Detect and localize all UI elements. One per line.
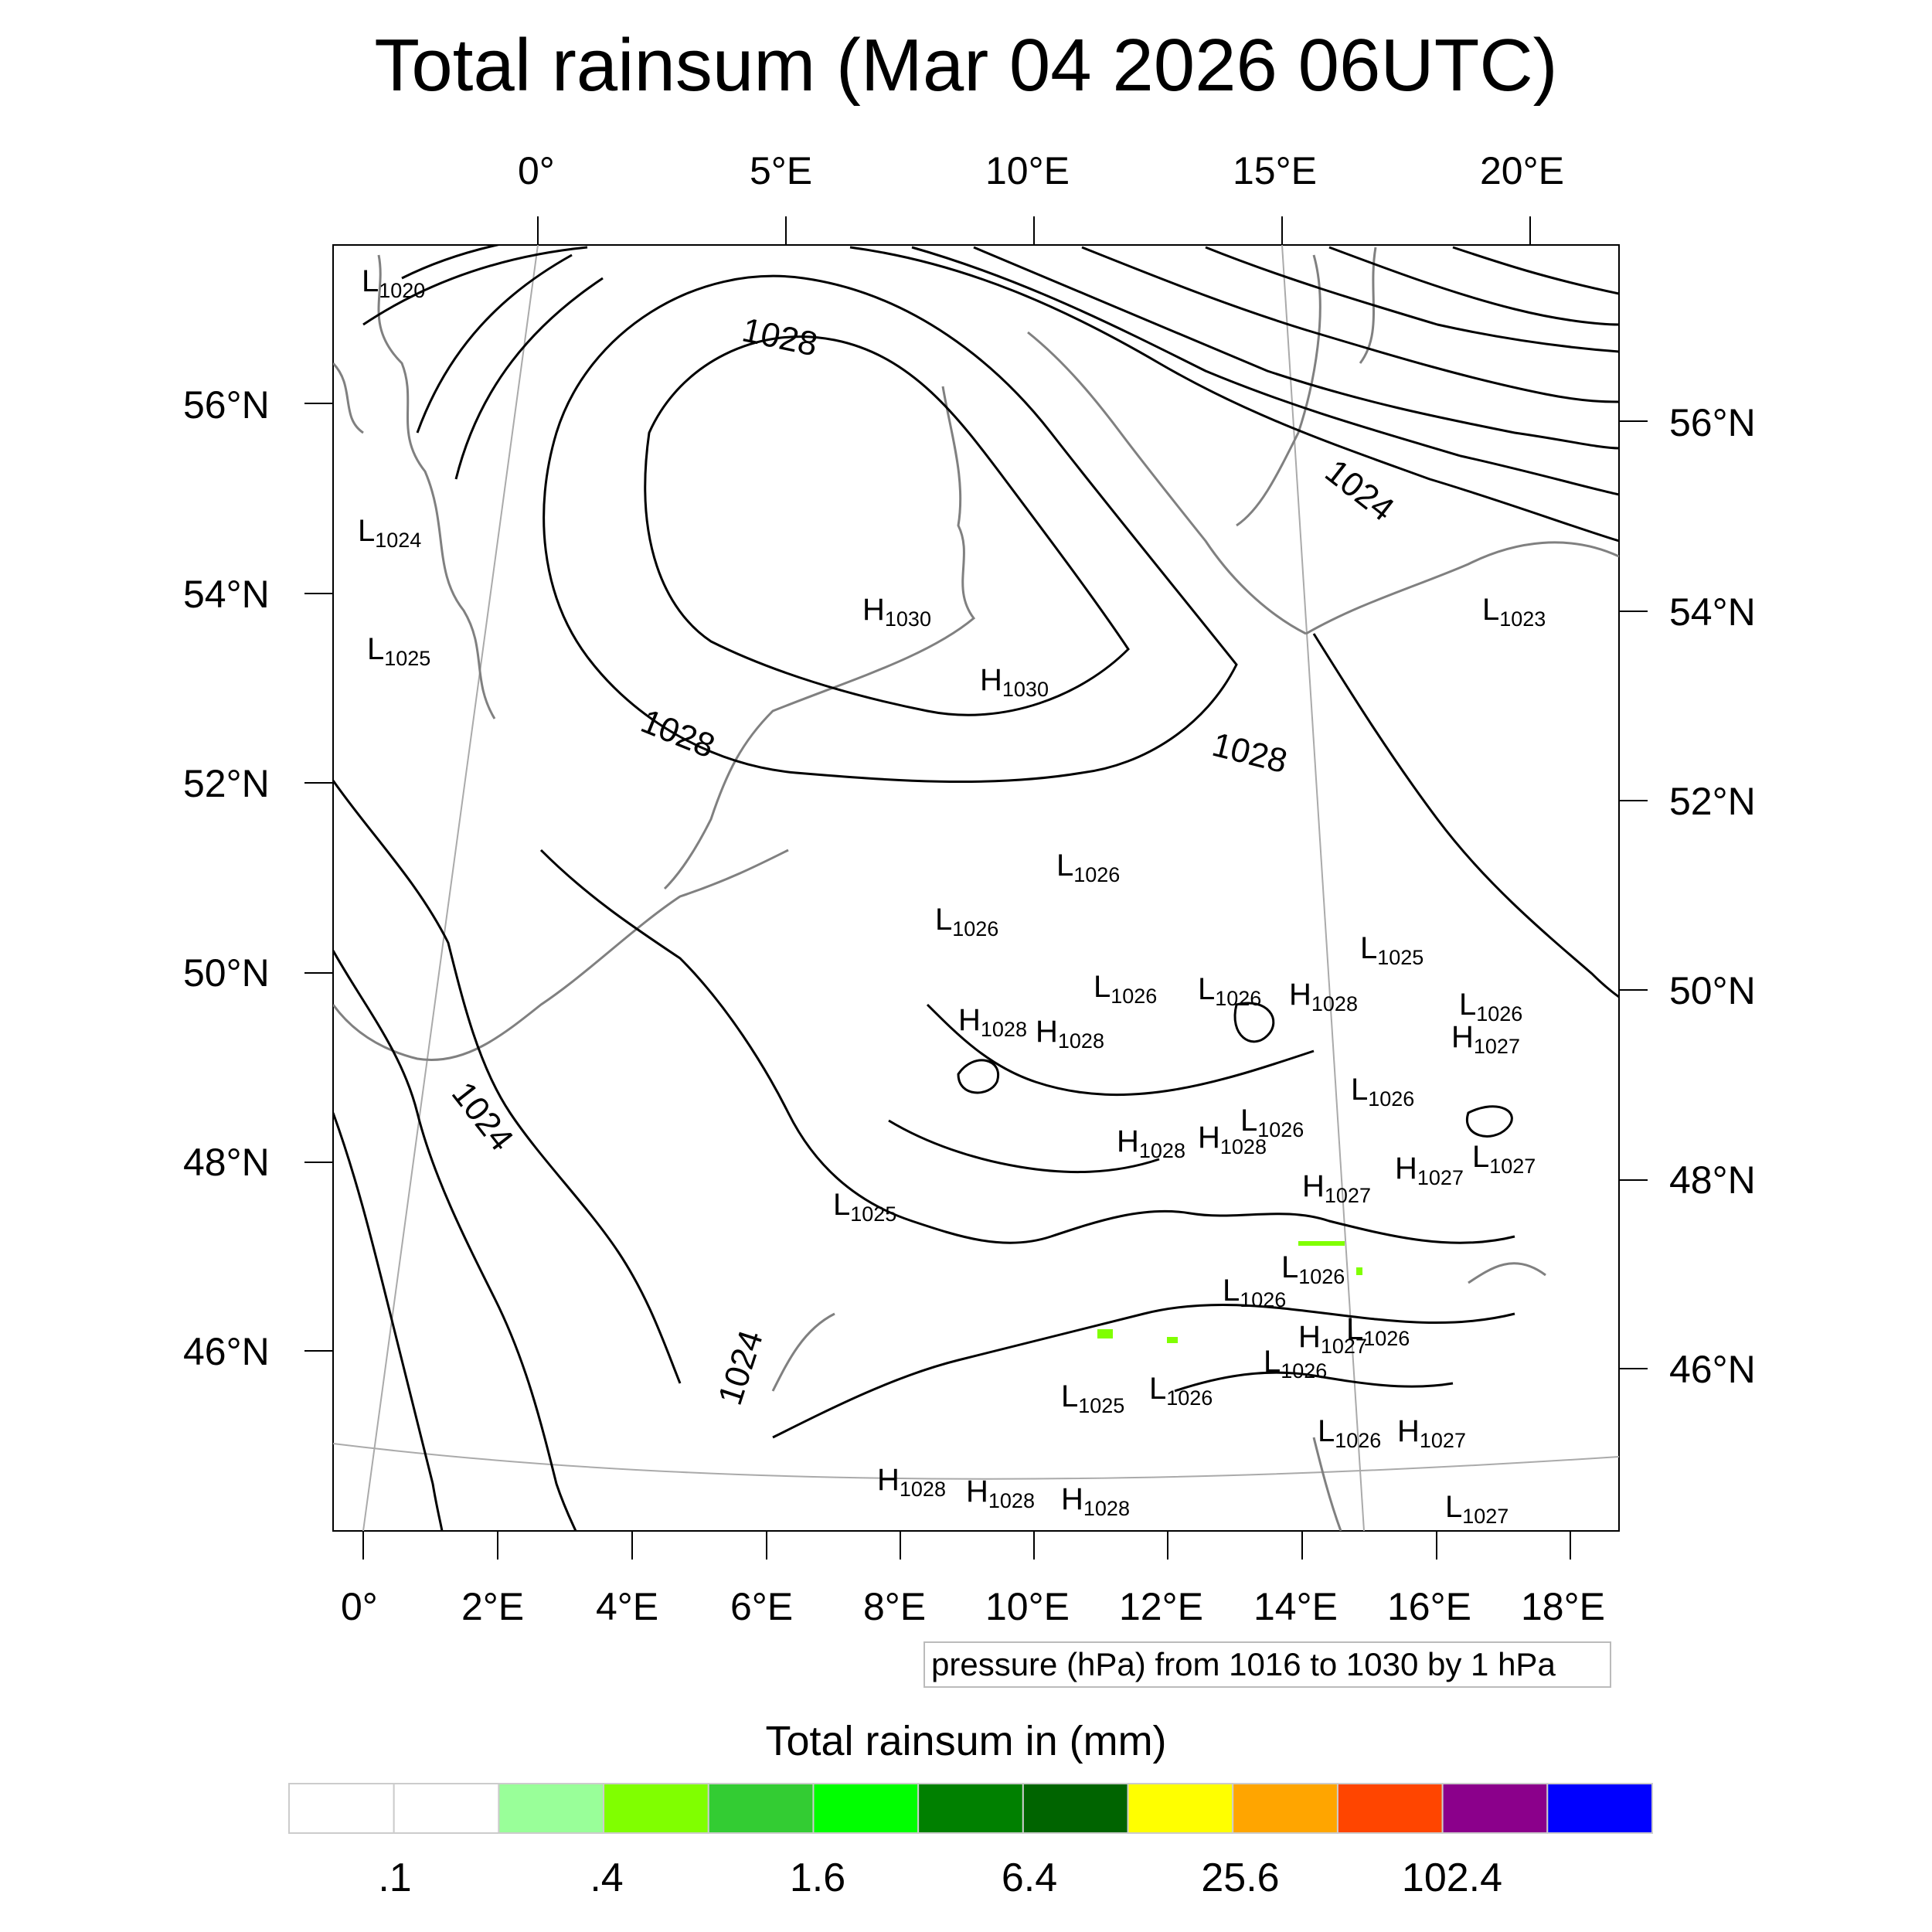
colorbar-swatch: [1441, 1783, 1549, 1834]
top-lon-label: 5°E: [750, 149, 813, 192]
pressure-center: L1027: [1472, 1140, 1536, 1178]
left-lat-label: 54°N: [183, 573, 270, 616]
right-lat-label: 46°N: [1669, 1348, 1756, 1391]
pressure-center: L1026: [1198, 972, 1262, 1010]
bottom-lon-label: 14°E: [1253, 1585, 1338, 1628]
colorbar-swatch: [917, 1783, 1024, 1834]
colorbar-swatch: [1232, 1783, 1338, 1834]
pressure-center: L1025: [833, 1188, 897, 1226]
bottom-lon-label: 2°E: [461, 1585, 525, 1628]
pressure-center: L1026: [1094, 970, 1158, 1008]
pressure-center: L1026: [1459, 988, 1523, 1026]
pressure-center: H1027: [1397, 1414, 1466, 1452]
right-lat-label: 50°N: [1669, 969, 1756, 1012]
map-frame: [332, 244, 1620, 1532]
top-lon-label: 0°: [518, 149, 555, 192]
pressure-center: H1027: [1298, 1320, 1367, 1358]
pressure-center: H1027: [1451, 1020, 1520, 1058]
top-lon-label: 10°E: [985, 149, 1070, 192]
pressure-center: H1028: [958, 1003, 1027, 1041]
pressure-center: H1028: [1117, 1124, 1185, 1162]
colorbar-label: .4: [590, 1855, 624, 1900]
right-lat-label: 54°N: [1669, 590, 1756, 634]
pressure-center: H1030: [980, 663, 1049, 701]
colorbar-label: 6.4: [1001, 1855, 1058, 1900]
colorbar-swatch: [1336, 1783, 1444, 1834]
colorbar-swatch: [393, 1783, 500, 1834]
pressure-center: H1027: [1302, 1169, 1371, 1207]
pressure-center: H1028: [1061, 1482, 1130, 1520]
left-lat-label: 48°N: [183, 1141, 270, 1184]
pressure-center: L1026: [1240, 1104, 1304, 1141]
pressure-center: H1027: [1395, 1151, 1464, 1189]
colorbar-swatch: [288, 1783, 395, 1834]
rain-patches: [1097, 1241, 1362, 1343]
pressure-center: L1025: [367, 632, 431, 670]
pressure-center: L1026: [1346, 1312, 1410, 1350]
pressure-center: L1025: [1061, 1379, 1125, 1417]
pressure-center: L1026: [1281, 1250, 1345, 1288]
bottom-lon-label: 12°E: [1119, 1585, 1203, 1628]
pressure-center: L1026: [1149, 1372, 1213, 1410]
pressure-center: L1026: [1223, 1274, 1287, 1311]
right-lat-label: 56°N: [1669, 401, 1756, 444]
pressure-center: L1020: [362, 264, 426, 302]
pressure-center: H1028: [966, 1475, 1035, 1512]
pressure-center: L1026: [1264, 1345, 1328, 1383]
colorbar-swatch: [1127, 1783, 1234, 1834]
left-lat-label: 56°N: [183, 383, 270, 427]
pressure-center: L1026: [1056, 849, 1121, 886]
right-lat-label: 48°N: [1669, 1158, 1756, 1202]
colorbar-swatch: [603, 1783, 709, 1834]
coastlines: [333, 247, 1619, 1531]
bottom-lon-label: 8°E: [863, 1585, 927, 1628]
colorbar-label: 1.6: [789, 1855, 846, 1900]
colorbar-swatch: [812, 1783, 920, 1834]
pressure-center: L1026: [935, 903, 999, 940]
bottom-lon-label: 0°: [341, 1585, 378, 1628]
pressure-center: L1026: [1318, 1414, 1382, 1452]
bottom-lon-label: 4°E: [596, 1585, 659, 1628]
bottom-lon-label: 6°E: [730, 1585, 794, 1628]
bottom-lon-label: 16°E: [1387, 1585, 1471, 1628]
left-lat-label: 50°N: [183, 951, 270, 995]
colorbar-swatch: [707, 1783, 815, 1834]
pressure-center: L1027: [1445, 1490, 1509, 1528]
colorbar-swatch: [1546, 1783, 1654, 1834]
colorbar-title: Total rainsum in (mm): [765, 1718, 1167, 1764]
colorbar: [288, 1783, 1654, 1834]
top-lon-label: 15°E: [1233, 149, 1317, 192]
pressure-center: L1025: [1360, 931, 1424, 969]
pressure-center: H1030: [862, 593, 931, 631]
pressure-center: L1023: [1482, 593, 1546, 631]
pressure-center: L1024: [358, 514, 422, 552]
colorbar-swatch: [498, 1783, 605, 1834]
contour-info-box: pressure (hPa) from 1016 to 1030 by 1 hP…: [923, 1641, 1611, 1688]
pressure-center: H1028: [877, 1463, 946, 1501]
pressure-center: L1026: [1351, 1073, 1415, 1111]
top-lon-label: 20°E: [1480, 149, 1564, 192]
colorbar-swatch: [1022, 1783, 1129, 1834]
colorbar-label: 102.4: [1401, 1855, 1503, 1900]
pressure-center: H1028: [1198, 1121, 1267, 1158]
left-lat-label: 52°N: [183, 762, 270, 805]
pressure-center: H1028: [1289, 978, 1358, 1015]
bottom-lon-label: 10°E: [985, 1585, 1070, 1628]
page-title: Total rainsum (Mar 04 2026 06UTC): [374, 24, 1558, 107]
isobars: [333, 245, 1619, 1531]
colorbar-label: .1: [378, 1855, 412, 1900]
right-lat-label: 52°N: [1669, 780, 1756, 823]
bottom-lon-label: 18°E: [1521, 1585, 1605, 1628]
colorbar-label: 25.6: [1201, 1855, 1280, 1900]
graticule: [333, 245, 1619, 1531]
left-lat-label: 46°N: [183, 1330, 270, 1373]
pressure-center: H1028: [1036, 1015, 1104, 1053]
axis-ticks: [304, 216, 1648, 1560]
